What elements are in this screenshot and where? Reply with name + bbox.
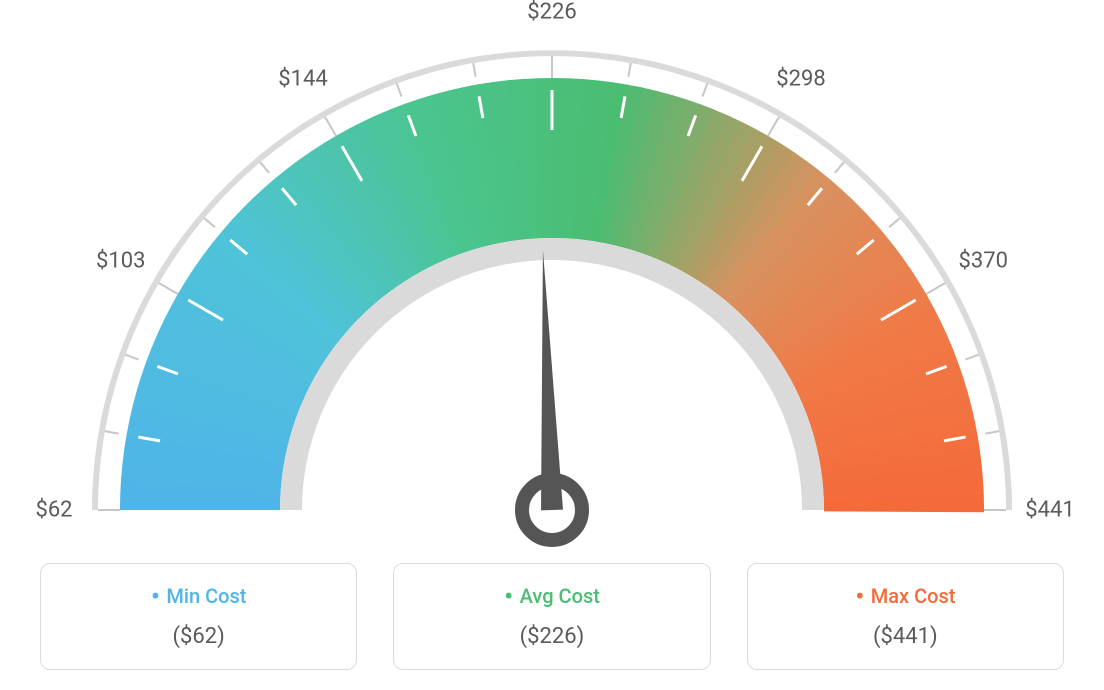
legend-value-max: ($441): [748, 624, 1063, 649]
gauge-tick-label: $226: [527, 0, 576, 25]
legend-title-avg: Avg Cost: [394, 582, 709, 612]
legend-title-min: Min Cost: [41, 582, 356, 612]
gauge-tick-label: $441: [1025, 498, 1074, 523]
legend-box-min: Min Cost ($62): [40, 563, 357, 670]
gauge-svg: [0, 0, 1104, 560]
legend-box-max: Max Cost ($441): [747, 563, 1064, 670]
legend-title-max: Max Cost: [748, 582, 1063, 612]
legend-value-avg: ($226): [394, 624, 709, 649]
gauge-tick-label: $103: [96, 249, 145, 274]
gauge-tick-label: $298: [776, 66, 825, 91]
legend-title-avg-text: Avg Cost: [520, 584, 600, 608]
gauge-tick-label: $62: [35, 498, 72, 523]
legend-box-avg: Avg Cost ($226): [393, 563, 710, 670]
gauge-tick-label: $144: [278, 66, 327, 91]
legend-value-min: ($62): [41, 624, 356, 649]
legend-title-min-text: Min Cost: [166, 584, 246, 608]
gauge-chart: $62 $103 $144 $226 $298 $370 $441: [0, 0, 1104, 560]
gauge-tick-label: $370: [959, 249, 1008, 274]
legend: Min Cost ($62) Avg Cost ($226) Max Cost …: [0, 563, 1104, 670]
legend-title-max-text: Max Cost: [871, 584, 956, 608]
